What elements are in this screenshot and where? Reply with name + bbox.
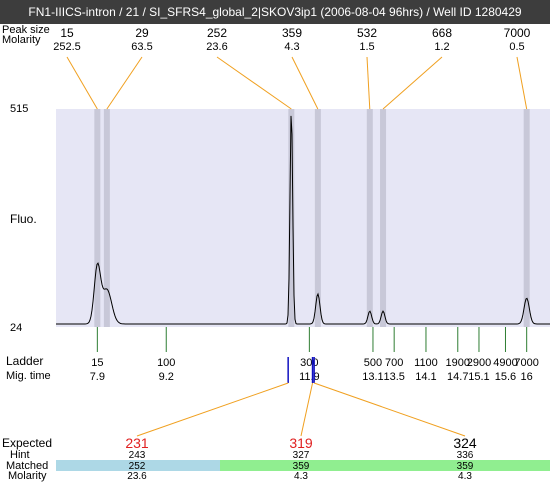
peak-band-15 <box>94 109 101 327</box>
matched-band-2 <box>220 460 550 471</box>
peak-band-532 <box>366 109 373 327</box>
peak-size-label: Peak size <box>2 24 50 36</box>
peak-molarity-532: 1.5 <box>359 41 374 53</box>
y-min-label: 24 <box>10 322 23 334</box>
peak-connector-29 <box>106 56 143 110</box>
hint-value-336: 336 <box>457 450 474 461</box>
ladder-mig-time-300: 11.9 <box>299 371 320 383</box>
peak-molarity-15: 252.5 <box>53 41 81 53</box>
matched-value-252: 252 <box>129 461 146 472</box>
expected-value-324: 324 <box>453 435 477 451</box>
ladder-size-4900: 4900 <box>493 357 517 369</box>
peak-size-252: 252 <box>207 26 227 40</box>
expected-label: Expected <box>2 436 53 450</box>
expected-molarity-4.3: 4.3 <box>294 471 308 480</box>
ladder-size-100: 100 <box>157 357 175 369</box>
expected-connector-319 <box>300 382 314 437</box>
expected-connector-324 <box>313 382 466 437</box>
expected-value-319: 319 <box>289 435 313 451</box>
matched-value-359: 359 <box>293 461 310 472</box>
peak-bands <box>94 109 530 327</box>
peak-size-532: 532 <box>357 26 377 40</box>
ladder-label: Ladder <box>6 354 44 368</box>
peak-size-15: 15 <box>60 26 74 40</box>
mig-time-label: Mig. time <box>6 370 51 382</box>
expected-connector-231 <box>136 382 289 437</box>
matched-value-359: 359 <box>457 461 474 472</box>
ladder-mig-time-15: 7.9 <box>90 371 105 383</box>
peak-size-7000: 7000 <box>504 26 531 40</box>
expected-molarity-23.6: 23.6 <box>127 471 147 480</box>
peak-connector-668 <box>382 56 443 110</box>
ladder-mig-time-1900: 14.7 <box>447 371 468 383</box>
peak-molarity-252: 23.6 <box>206 41 227 53</box>
ladder-mig-time-500: 13.1 <box>362 371 383 383</box>
expected-value-231: 231 <box>125 435 149 451</box>
peak-size-359: 359 <box>282 26 302 40</box>
ladder-size-2900: 2900 <box>467 357 491 369</box>
peak-band-668 <box>380 109 387 327</box>
chart-title: FN1-IIICS-intron / 21 / SI_SFRS4_global_… <box>0 0 550 24</box>
peak-connector-252 <box>216 56 292 110</box>
molarity-bottom-label: Molarity <box>8 470 47 482</box>
expected-markers <box>136 357 466 437</box>
molarity-label: Molarity <box>2 34 41 46</box>
matched-label: Matched <box>6 460 49 472</box>
peak-connectors <box>66 56 528 110</box>
ladder-mig-time-700: 13.5 <box>383 371 404 383</box>
ladder-size-300: 300 <box>300 357 318 369</box>
peak-band-7000 <box>523 109 530 327</box>
ladder-size-1100: 1100 <box>414 357 438 369</box>
peak-band-359 <box>314 109 321 327</box>
plot-area <box>56 109 550 327</box>
fluorescence-trace <box>56 115 550 325</box>
peak-size-29: 29 <box>135 26 149 40</box>
ladder-mig-time-2900: 15.1 <box>468 371 489 383</box>
ladder-mig-time-1100: 14.1 <box>415 371 436 383</box>
peak-molarity-7000: 0.5 <box>509 41 524 53</box>
hint-value-243: 243 <box>129 450 146 461</box>
ladder-size-15: 15 <box>91 357 103 369</box>
fluo-label: Fluo. <box>10 212 37 226</box>
peak-molarity-29: 63.5 <box>131 41 152 53</box>
hint-value-327: 327 <box>293 450 310 461</box>
ladder-size-7000: 7000 <box>514 357 538 369</box>
peak-band-252 <box>288 109 295 327</box>
ladder-mig-time-4900: 15.6 <box>495 371 516 383</box>
ladder-mig-time-7000: 16 <box>521 371 533 383</box>
peak-size-668: 668 <box>432 26 452 40</box>
ladder-mig-time-100: 9.2 <box>159 371 174 383</box>
expected-molarity-4.3: 4.3 <box>458 471 472 480</box>
peak-band-29 <box>103 109 110 327</box>
ladder-size-500: 500 <box>364 357 382 369</box>
ladder-size-700: 700 <box>385 357 403 369</box>
peak-connector-532 <box>366 56 371 110</box>
peak-connector-7000 <box>516 56 528 110</box>
peak-molarity-359: 4.3 <box>284 41 299 53</box>
peak-connector-359 <box>291 56 319 110</box>
peak-connector-15 <box>66 56 98 110</box>
ladder-size-1900: 1900 <box>446 357 470 369</box>
hint-label: Hint <box>10 449 30 461</box>
matched-band-1 <box>56 460 220 471</box>
y-max-label: 515 <box>10 103 29 115</box>
peak-molarity-668: 1.2 <box>434 41 449 53</box>
